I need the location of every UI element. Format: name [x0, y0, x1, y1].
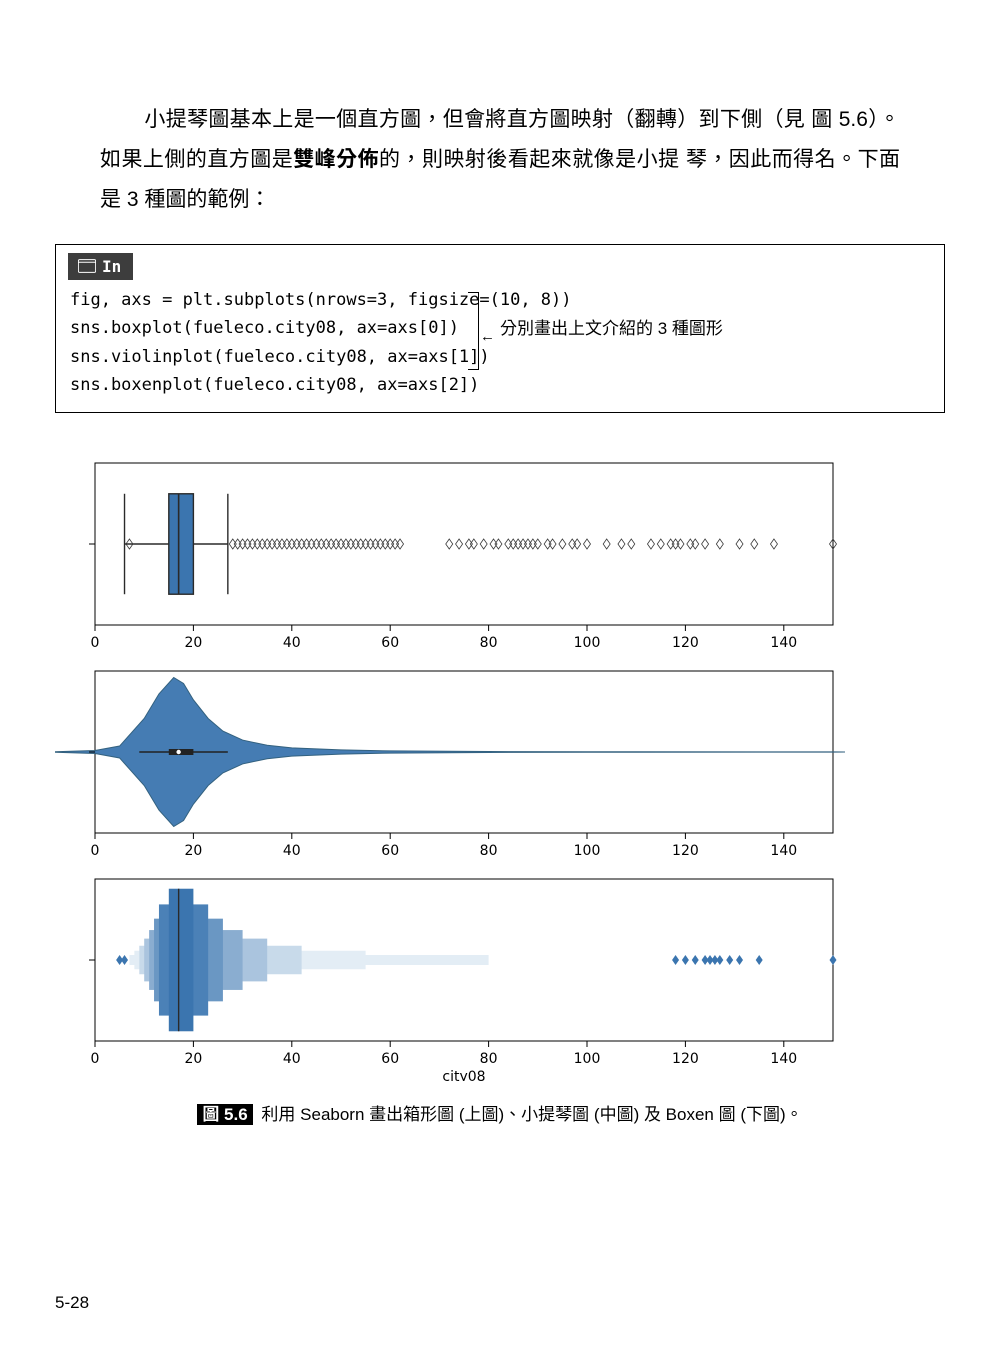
code-in-text: In — [102, 257, 121, 276]
annotation-bracket — [468, 292, 479, 370]
svg-text:140: 140 — [770, 843, 797, 859]
code-lines: fig, axs = plt.subplots(nrows=3, figsize… — [56, 286, 944, 412]
figure-5-6: 0 20 40 60 80 100 120 140 0 20 40 60 80 100 120 140 0 20 4… — [55, 461, 945, 1125]
svg-text:20: 20 — [184, 635, 202, 651]
svg-text:80: 80 — [480, 635, 498, 651]
page-number: 5-28 — [55, 1293, 89, 1313]
svg-text:city08: city08 — [442, 1069, 485, 1081]
svg-text:40: 40 — [283, 635, 301, 651]
svg-text:120: 120 — [672, 1051, 699, 1067]
svg-text:140: 140 — [770, 1051, 797, 1067]
svg-text:140: 140 — [770, 635, 797, 651]
svg-text:20: 20 — [184, 843, 202, 859]
svg-text:120: 120 — [672, 635, 699, 651]
svg-text:100: 100 — [574, 635, 601, 651]
svg-text:100: 100 — [574, 1051, 601, 1067]
svg-text:100: 100 — [574, 843, 601, 859]
plots-svg: 0 20 40 60 80 100 120 140 0 20 40 60 80 100 120 140 0 20 4… — [55, 461, 845, 1081]
figure-caption: 圖 5.6 利用 Seaborn 畫出箱形圖 (上圖)、小提琴圖 (中圖) 及 … — [55, 1100, 945, 1125]
svg-text:40: 40 — [283, 843, 301, 859]
svg-text:20: 20 — [184, 1051, 202, 1067]
svg-text:120: 120 — [672, 843, 699, 859]
svg-text:80: 80 — [480, 1051, 498, 1067]
p-bold: 雙峰分佈 — [293, 148, 379, 171]
code-block: In fig, axs = plt.subplots(nrows=3, figs… — [55, 244, 945, 413]
svg-text:0: 0 — [91, 843, 100, 859]
svg-text:60: 60 — [381, 843, 399, 859]
arrow-icon: ← — [480, 328, 495, 345]
caption-lead: 圖 5.6 — [197, 1104, 252, 1125]
p-line2b: 的，則映射後看起來就像是小提 — [379, 148, 680, 171]
p-line1: 小提琴圖基本上是一個直方圖，但會將直方圖映射（翻轉）到下側（見 — [144, 108, 805, 131]
terminal-icon — [78, 259, 96, 273]
annotation-text: 分別畫出上文介紹的 3 種圖形 — [500, 319, 723, 338]
svg-text:80: 80 — [480, 843, 498, 859]
svg-text:60: 60 — [381, 635, 399, 651]
svg-text:0: 0 — [91, 1051, 100, 1067]
svg-text:60: 60 — [381, 1051, 399, 1067]
code-in-label: In — [68, 253, 133, 280]
svg-text:0: 0 — [91, 635, 100, 651]
caption-text: 利用 Seaborn 畫出箱形圖 (上圖)、小提琴圖 (中圖) 及 Boxen … — [261, 1105, 802, 1124]
code-annotation: ← 分別畫出上文介紹的 3 種圖形 — [486, 314, 723, 339]
svg-text:40: 40 — [283, 1051, 301, 1067]
intro-paragraph: 小提琴圖基本上是一個直方圖，但會將直方圖映射（翻轉）到下側（見 圖 5.6）。如… — [100, 100, 900, 220]
